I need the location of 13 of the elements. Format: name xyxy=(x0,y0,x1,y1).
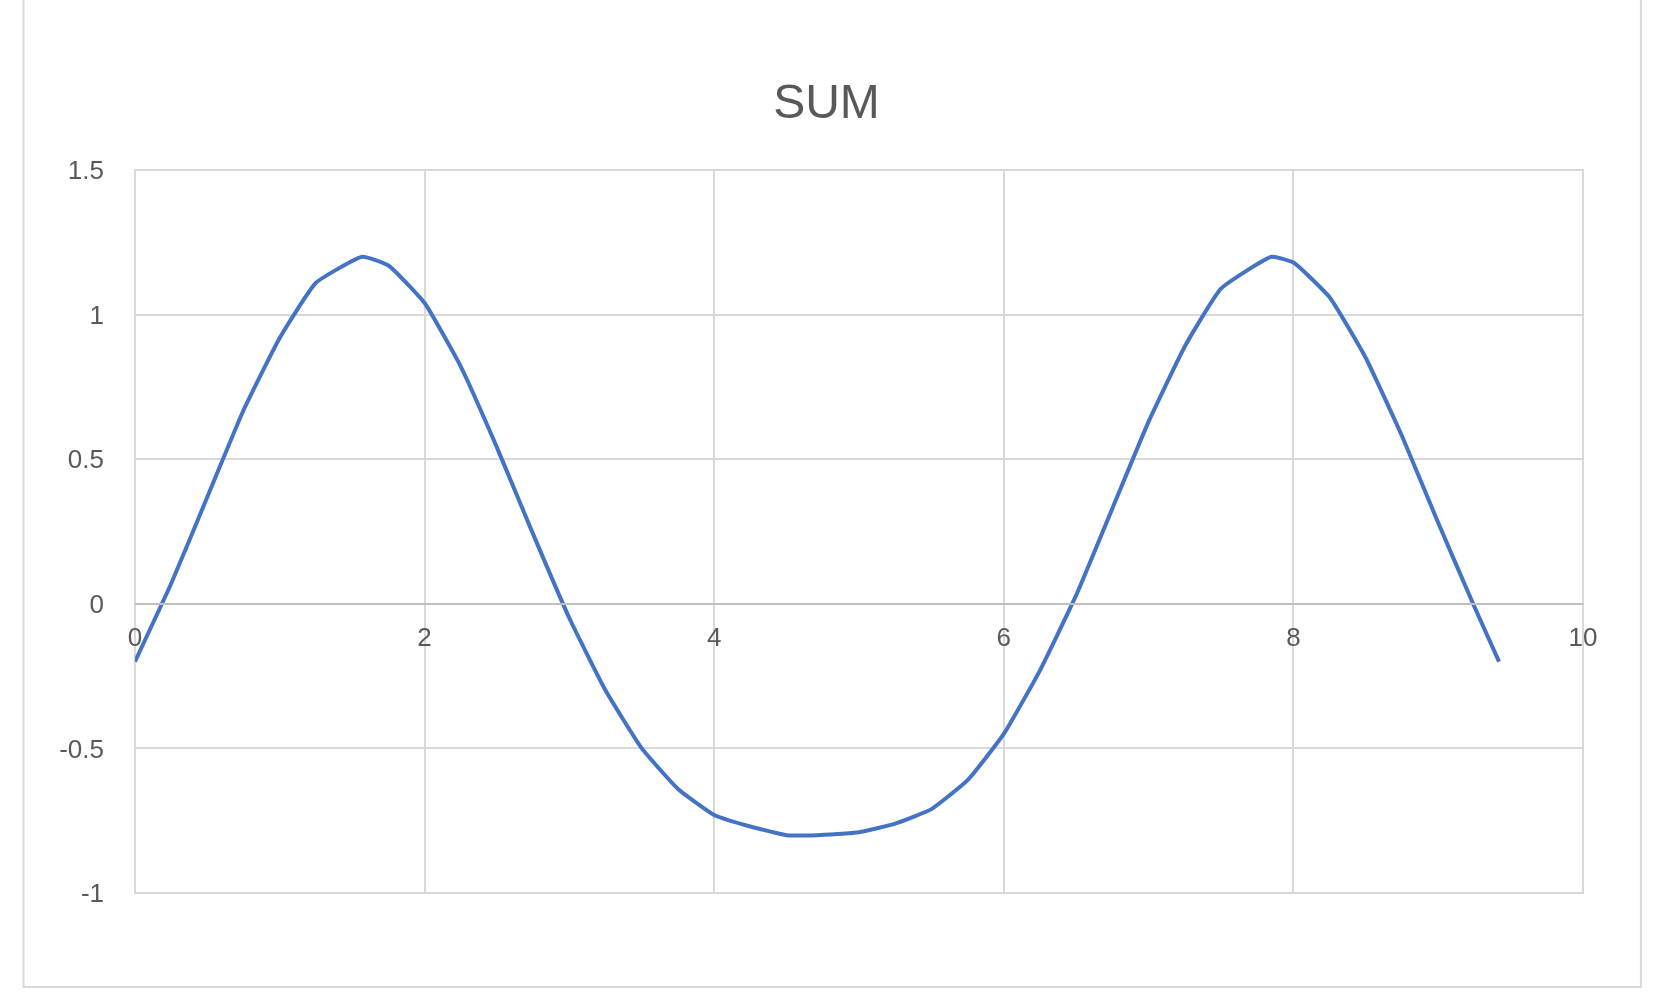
y-tick-label: -1 xyxy=(80,878,104,909)
x-tick-label: 0 xyxy=(127,622,143,652)
y-tick-label: 1.5 xyxy=(67,155,104,186)
x-tick-label: 4 xyxy=(706,622,722,652)
y-tick-label: 0.5 xyxy=(67,444,104,475)
x-tick-label: 6 xyxy=(996,622,1012,652)
y-tick-label: -0.5 xyxy=(59,733,104,764)
x-tick-label: 8 xyxy=(1286,622,1301,652)
chart-title: SUM xyxy=(773,75,880,129)
x-tick-label: 2 xyxy=(417,622,432,652)
y-tick-label: 0 xyxy=(89,588,104,619)
y-tick-label: 1 xyxy=(89,299,104,330)
x-tick-label: 10 xyxy=(1568,622,1598,652)
